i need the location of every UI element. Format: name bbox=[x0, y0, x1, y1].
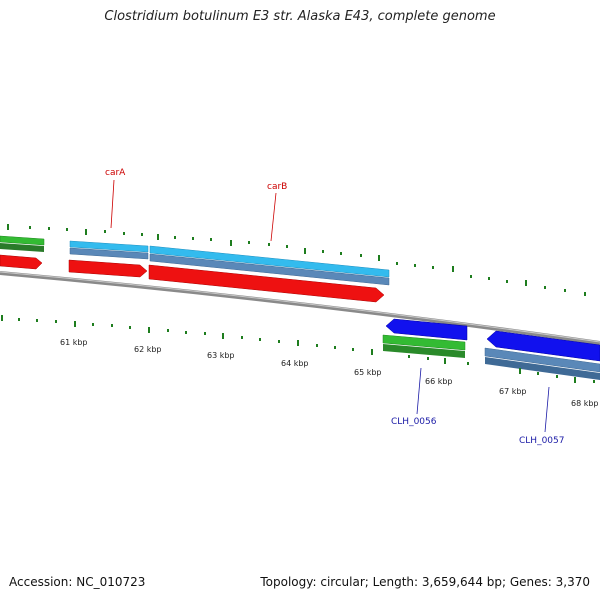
gene-label-carB: carB bbox=[267, 182, 287, 242]
genome-summary: Topology: circular; Length: 3,659,644 bp… bbox=[260, 575, 590, 589]
scale-label-67: 67 kbp bbox=[499, 387, 527, 396]
svg-text:CLH_0057: CLH_0057 bbox=[519, 436, 564, 446]
svg-text:carB: carB bbox=[267, 182, 287, 192]
gene-arrow-carB bbox=[148, 264, 385, 303]
gene-feature-CLH_0057 bbox=[484, 347, 600, 373]
inner-tick-row bbox=[1, 315, 595, 383]
gene-feature-green-left bbox=[0, 235, 45, 246]
svg-text:CLH_0056: CLH_0056 bbox=[391, 417, 437, 427]
gene-label-CLH_0057: CLH_0057 bbox=[519, 386, 564, 446]
gene-arrow-carA bbox=[68, 259, 148, 278]
scale-label-64: 64 kbp bbox=[281, 359, 309, 368]
gene-arrow-blue-2 bbox=[486, 330, 600, 362]
feature-track-upper bbox=[0, 235, 390, 286]
scale-label-65: 65 kbp bbox=[354, 368, 382, 377]
gene-feature-CLH_0056 bbox=[382, 334, 466, 351]
feature-track-lower bbox=[382, 318, 600, 380]
gene-label-carA: carA bbox=[105, 168, 126, 229]
scale-label-66: 66 kbp bbox=[425, 377, 453, 386]
accession-label: Accession: NC_010723 bbox=[9, 575, 146, 589]
scale-label-62: 62 kbp bbox=[134, 345, 162, 354]
map-title: Clostridium botulinum E3 str. Alaska E43… bbox=[104, 9, 496, 24]
scale-labels: 61 kbp 62 kbp 63 kbp 64 kbp 65 kbp 66 kb… bbox=[60, 338, 599, 408]
feature-track-red bbox=[0, 254, 385, 303]
svg-text:carA: carA bbox=[105, 168, 126, 178]
gene-feature-carA-cyan bbox=[69, 240, 149, 253]
scale-label-61: 61 kbp bbox=[60, 338, 88, 347]
gene-arrow-blue-1 bbox=[385, 318, 468, 341]
gene-label-CLH_0056: CLH_0056 bbox=[391, 367, 437, 427]
gene-arrow-red-left bbox=[0, 254, 43, 270]
scale-label-68: 68 kbp bbox=[571, 399, 599, 408]
scale-label-63: 63 kbp bbox=[207, 351, 235, 360]
outer-tick-row bbox=[7, 224, 586, 296]
gene-feature-carB-cyan bbox=[149, 245, 390, 278]
genome-backbone bbox=[0, 271, 600, 345]
